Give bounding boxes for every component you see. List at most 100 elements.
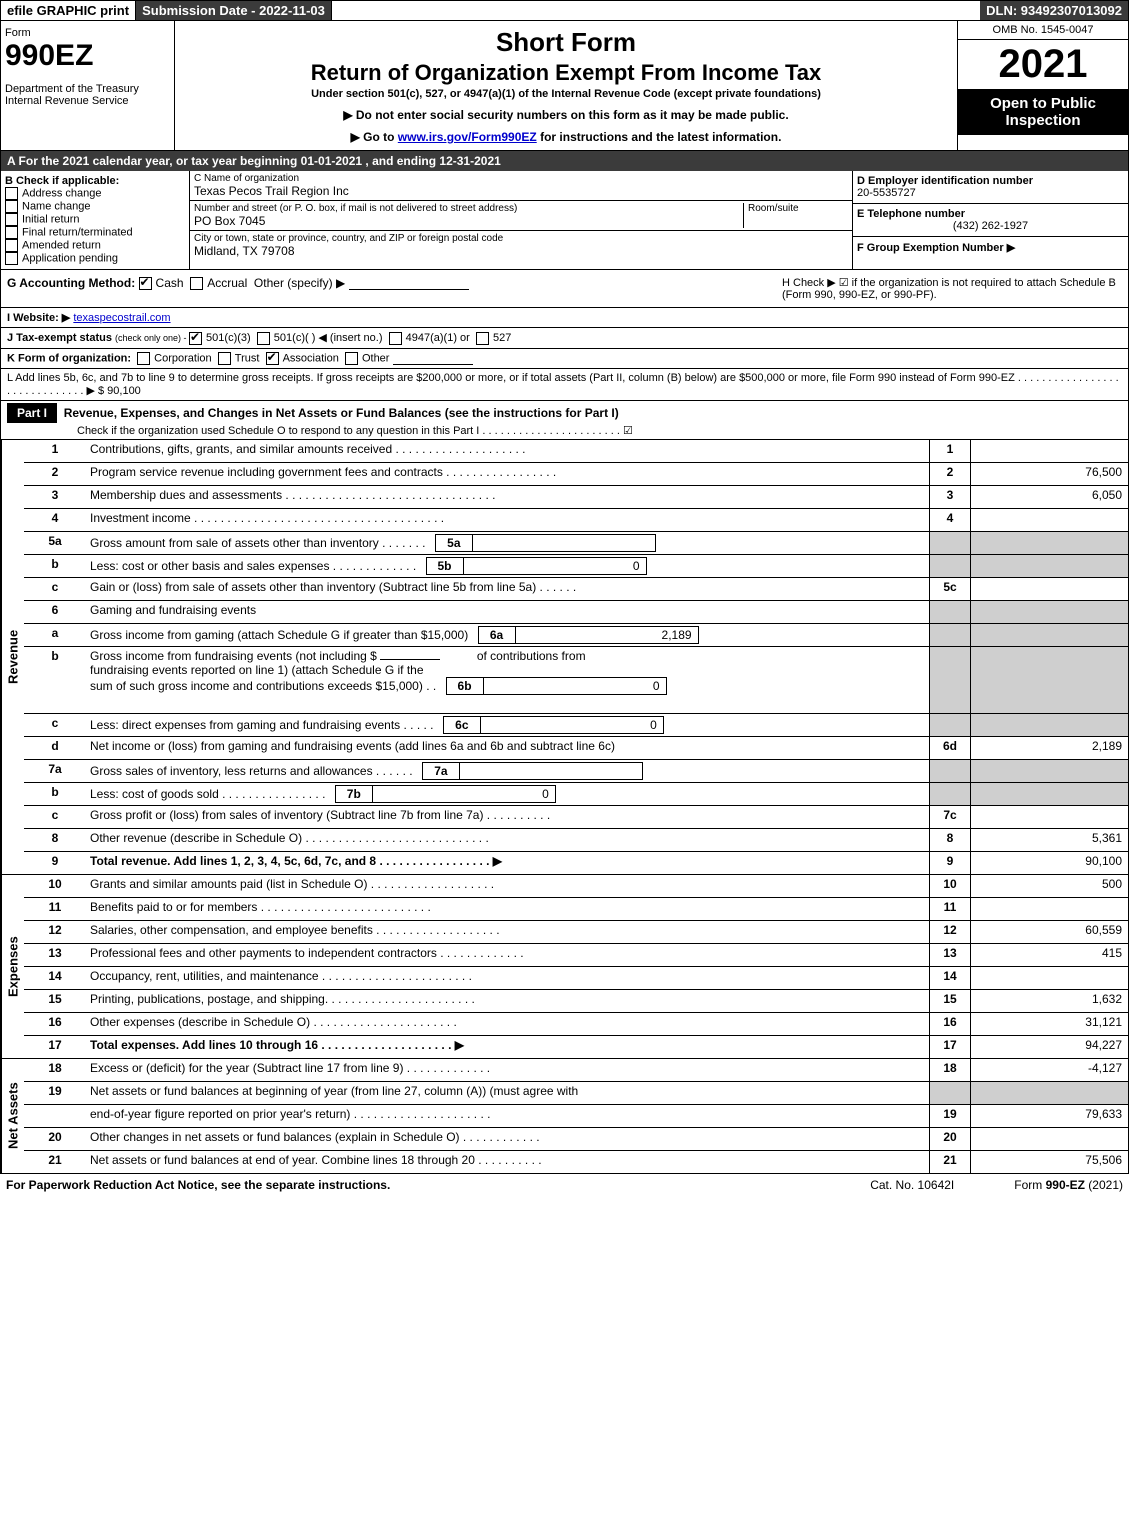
- cb-corporation[interactable]: [137, 352, 150, 365]
- line-18: 18Excess or (deficit) for the year (Subt…: [24, 1059, 1128, 1082]
- line-j-tax-status: J Tax-exempt status (check only one) - 5…: [1, 328, 1128, 349]
- l-text: L Add lines 5b, 6c, and 7b to line 9 to …: [7, 372, 1119, 397]
- line-19b-desc: end-of-year figure reported on prior yea…: [86, 1105, 929, 1127]
- cb-address-change[interactable]: [5, 187, 18, 200]
- line-19b-box: 19: [929, 1105, 970, 1127]
- tax-year: 2021: [958, 40, 1128, 89]
- cb-name-change[interactable]: [5, 200, 18, 213]
- efile-print-label[interactable]: efile GRAPHIC print: [1, 1, 136, 20]
- line-6b-desc-pre: Gross income from fundraising events (no…: [90, 649, 377, 663]
- sub-6a-val: 2,189: [516, 627, 698, 643]
- cb-other-org[interactable]: [345, 352, 358, 365]
- line-5a: 5a Gross amount from sale of assets othe…: [24, 532, 1128, 555]
- line-1-box: 1: [929, 440, 970, 462]
- opt-application-pending: Application pending: [22, 252, 118, 264]
- line-6c-val: [970, 714, 1128, 736]
- line-k-org-form: K Form of organization: Corporation Trus…: [1, 349, 1128, 369]
- opt-527: 527: [493, 332, 511, 344]
- cb-accrual[interactable]: [190, 277, 203, 290]
- line-13-val: 415: [970, 944, 1128, 966]
- opt-trust: Trust: [235, 352, 260, 364]
- c-name-label: C Name of organization: [194, 173, 848, 184]
- line-19b-val: 79,633: [970, 1105, 1128, 1127]
- website-link[interactable]: texaspecostrail.com: [73, 312, 170, 324]
- line-7b-val: [970, 783, 1128, 805]
- line-20: 20Other changes in net assets or fund ba…: [24, 1128, 1128, 1151]
- line-19b: end-of-year figure reported on prior yea…: [24, 1105, 1128, 1128]
- cb-501c[interactable]: [257, 332, 270, 345]
- phone-value: (432) 262-1927: [857, 220, 1124, 232]
- netassets-lines: 18Excess or (deficit) for the year (Subt…: [24, 1059, 1128, 1173]
- line-13: 13Professional fees and other payments t…: [24, 944, 1128, 967]
- line-6b-desc2: fundraising events reported on line 1) (…: [90, 663, 424, 677]
- other-blank[interactable]: [349, 277, 469, 290]
- cb-4947[interactable]: [389, 332, 402, 345]
- irs-link[interactable]: www.irs.gov/Form990EZ: [398, 130, 537, 144]
- line-7a-desc: Gross sales of inventory, less returns a…: [90, 764, 413, 778]
- netassets-label: Net Assets: [1, 1059, 24, 1173]
- line-7a-val: [970, 760, 1128, 782]
- j-label: J Tax-exempt status: [7, 332, 112, 344]
- opt-cash: Cash: [156, 276, 184, 290]
- line-17-val: 94,227: [970, 1036, 1128, 1058]
- column-c-org-info: C Name of organization Texas Pecos Trail…: [190, 171, 852, 269]
- line-5a-desc: Gross amount from sale of assets other t…: [90, 536, 425, 550]
- line-4-desc: Investment income . . . . . . . . . . . …: [86, 509, 929, 531]
- info-grid: B Check if applicable: Address change Na…: [1, 171, 1128, 270]
- field-f-group: F Group Exemption Number ▶: [853, 237, 1128, 258]
- subtitle: Under section 501(c), 527, or 4947(a)(1)…: [179, 88, 953, 100]
- line-6a-val: [970, 624, 1128, 646]
- cb-initial-return[interactable]: [5, 213, 18, 226]
- form-header: Form 990EZ Department of the Treasury In…: [1, 20, 1128, 150]
- street-row: Number and street (or P. O. box, if mail…: [190, 201, 852, 231]
- line-6b-blank[interactable]: [380, 659, 440, 660]
- line-15-val: 1,632: [970, 990, 1128, 1012]
- opt-name-change: Name change: [22, 200, 91, 212]
- line-6: 6Gaming and fundraising events: [24, 601, 1128, 624]
- sub-6b-num: 6b: [447, 678, 484, 694]
- form-ref-pre: Form: [1014, 1178, 1045, 1192]
- return-title: Return of Organization Exempt From Incom…: [179, 60, 953, 86]
- line-12: 12Salaries, other compensation, and empl…: [24, 921, 1128, 944]
- cb-527[interactable]: [476, 332, 489, 345]
- cb-application-pending[interactable]: [5, 252, 18, 265]
- cb-cash[interactable]: [139, 277, 152, 290]
- line-19a-val: [970, 1082, 1128, 1104]
- line-4: 4Investment income . . . . . . . . . . .…: [24, 509, 1128, 532]
- d-label: D Employer identification number: [857, 175, 1033, 187]
- cb-501c3[interactable]: [189, 332, 202, 345]
- line-11: 11Benefits paid to or for members . . . …: [24, 898, 1128, 921]
- line-6d-val: 2,189: [970, 737, 1128, 759]
- title-block: Short Form Return of Organization Exempt…: [175, 21, 957, 150]
- expenses-lines: 10Grants and similar amounts paid (list …: [24, 875, 1128, 1058]
- opt-address-change: Address change: [22, 187, 102, 199]
- cb-association[interactable]: [266, 352, 279, 365]
- line-14-desc: Occupancy, rent, utilities, and maintena…: [86, 967, 929, 989]
- line-4-val: [970, 509, 1128, 531]
- line-7c: cGross profit or (loss) from sales of in…: [24, 806, 1128, 829]
- line-6-val: [970, 601, 1128, 623]
- expenses-section: Expenses 10Grants and similar amounts pa…: [1, 875, 1128, 1059]
- line-5c-val: [970, 578, 1128, 600]
- line-6b-desc-mid: of contributions from: [477, 649, 586, 663]
- part-1-check: Check if the organization used Schedule …: [77, 425, 633, 437]
- line-8-box: 8: [929, 829, 970, 851]
- line-9: 9Total revenue. Add lines 1, 2, 3, 4, 5c…: [24, 852, 1128, 874]
- org-name-row: C Name of organization Texas Pecos Trail…: [190, 171, 852, 201]
- expenses-label: Expenses: [1, 875, 24, 1058]
- line-5c: cGain or (loss) from sale of assets othe…: [24, 578, 1128, 601]
- cb-trust[interactable]: [218, 352, 231, 365]
- line-4-box: 4: [929, 509, 970, 531]
- omb-number: OMB No. 1545-0047: [958, 21, 1128, 40]
- line-8-val: 5,361: [970, 829, 1128, 851]
- cb-amended-return[interactable]: [5, 239, 18, 252]
- line-12-val: 60,559: [970, 921, 1128, 943]
- line-6c-desc-wrap: Less: direct expenses from gaming and fu…: [86, 714, 929, 736]
- other-org-blank[interactable]: [393, 352, 473, 365]
- line-9-box: 9: [929, 852, 970, 874]
- cb-final-return[interactable]: [5, 226, 18, 239]
- line-6-box: [929, 601, 970, 623]
- city-value: Midland, TX 79708: [194, 244, 848, 258]
- sub-6a-num: 6a: [479, 627, 516, 643]
- revenue-lines: 1Contributions, gifts, grants, and simil…: [24, 440, 1128, 874]
